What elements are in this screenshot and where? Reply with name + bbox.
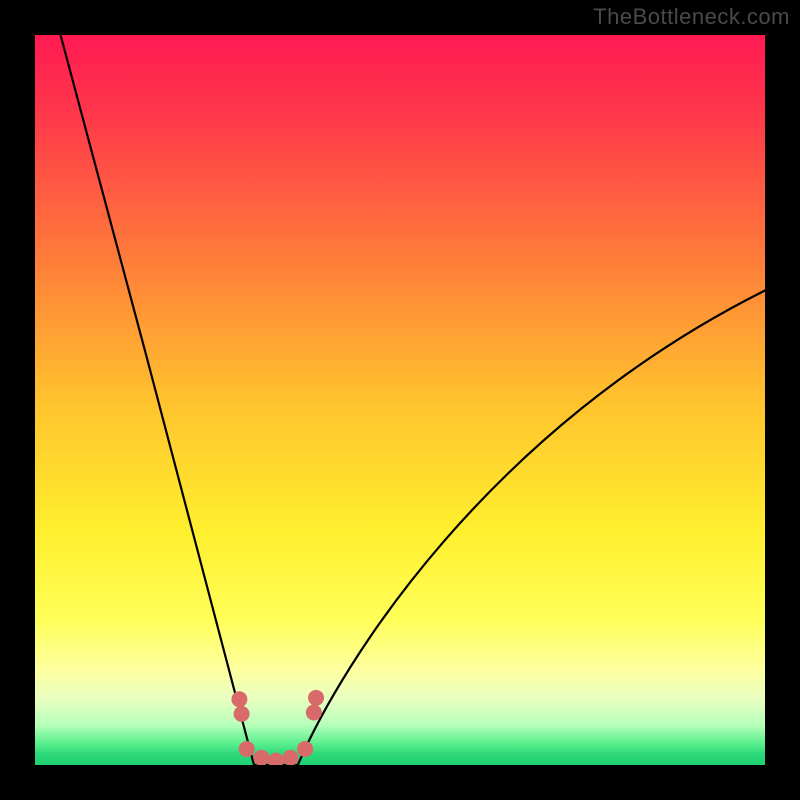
curve-marker <box>297 741 313 757</box>
stage: TheBottleneck.com <box>0 0 800 800</box>
curve-marker <box>308 690 324 706</box>
curve-marker <box>234 706 250 722</box>
curve-marker <box>283 750 299 765</box>
watermark-text: TheBottleneck.com <box>593 4 790 30</box>
curve-marker <box>239 741 255 757</box>
curve-marker <box>253 750 269 765</box>
curve-marker <box>306 704 322 720</box>
curve-marker <box>231 691 247 707</box>
plot-area <box>35 35 765 765</box>
gradient-background <box>35 35 765 765</box>
bottleneck-curve-chart <box>35 35 765 765</box>
